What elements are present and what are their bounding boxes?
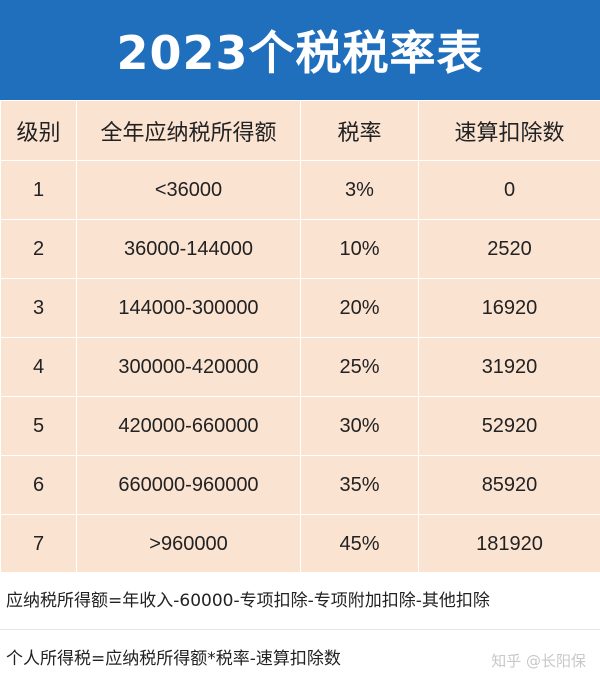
cell-rate: 3% <box>300 160 419 220</box>
cell-deduction: 16920 <box>418 278 600 338</box>
note-taxable-income-formula: 应纳税所得额=年收入-60000-专项扣除-专项附加扣除-其他扣除 <box>0 572 600 630</box>
cell-level: 4 <box>0 337 77 397</box>
cell-level: 6 <box>0 455 77 515</box>
table-row: 1 <36000 3% 0 <box>0 160 600 220</box>
cell-rate: 25% <box>300 337 419 397</box>
header-quick-deduction: 速算扣除数 <box>418 100 600 161</box>
cell-income: 420000-660000 <box>76 396 301 456</box>
page-title: 2023个税税率表 <box>116 26 484 80</box>
tax-rate-table: 级别 全年应纳税所得额 税率 速算扣除数 1 <36000 3% 0 2 360… <box>0 100 600 574</box>
table-header-row: 级别 全年应纳税所得额 税率 速算扣除数 <box>0 100 600 161</box>
table-row: 5 420000-660000 30% 52920 <box>0 396 600 456</box>
cell-deduction: 0 <box>418 160 600 220</box>
cell-income: >960000 <box>76 514 301 574</box>
title-bar: 2023个税税率表 <box>0 0 600 100</box>
header-level: 级别 <box>0 100 77 161</box>
cell-rate: 10% <box>300 219 419 279</box>
watermark: 知乎 @长阳保 <box>491 652 586 670</box>
cell-rate: 45% <box>300 514 419 574</box>
header-taxable-income: 全年应纳税所得额 <box>76 100 301 161</box>
cell-level: 3 <box>0 278 77 338</box>
header-tax-rate: 税率 <box>300 100 419 161</box>
table-row: 2 36000-144000 10% 2520 <box>0 219 600 279</box>
cell-deduction: 85920 <box>418 455 600 515</box>
cell-income: <36000 <box>76 160 301 220</box>
cell-level: 1 <box>0 160 77 220</box>
cell-level: 5 <box>0 396 77 456</box>
cell-deduction: 31920 <box>418 337 600 397</box>
cell-rate: 30% <box>300 396 419 456</box>
cell-level: 7 <box>0 514 77 574</box>
cell-rate: 20% <box>300 278 419 338</box>
table-row: 4 300000-420000 25% 31920 <box>0 337 600 397</box>
cell-income: 36000-144000 <box>76 219 301 279</box>
cell-income: 144000-300000 <box>76 278 301 338</box>
cell-deduction: 181920 <box>418 514 600 574</box>
table-row: 7 >960000 45% 181920 <box>0 514 600 574</box>
cell-income: 660000-960000 <box>76 455 301 515</box>
cell-income: 300000-420000 <box>76 337 301 397</box>
table-row: 6 660000-960000 35% 85920 <box>0 455 600 515</box>
cell-rate: 35% <box>300 455 419 515</box>
cell-deduction: 2520 <box>418 219 600 279</box>
cell-deduction: 52920 <box>418 396 600 456</box>
cell-level: 2 <box>0 219 77 279</box>
formula-notes: 应纳税所得额=年收入-60000-专项扣除-专项附加扣除-其他扣除 个人所得税=… <box>0 572 600 688</box>
table-row: 3 144000-300000 20% 16920 <box>0 278 600 338</box>
note-income-tax-formula: 个人所得税=应纳税所得额*税率-速算扣除数 <box>6 649 341 669</box>
